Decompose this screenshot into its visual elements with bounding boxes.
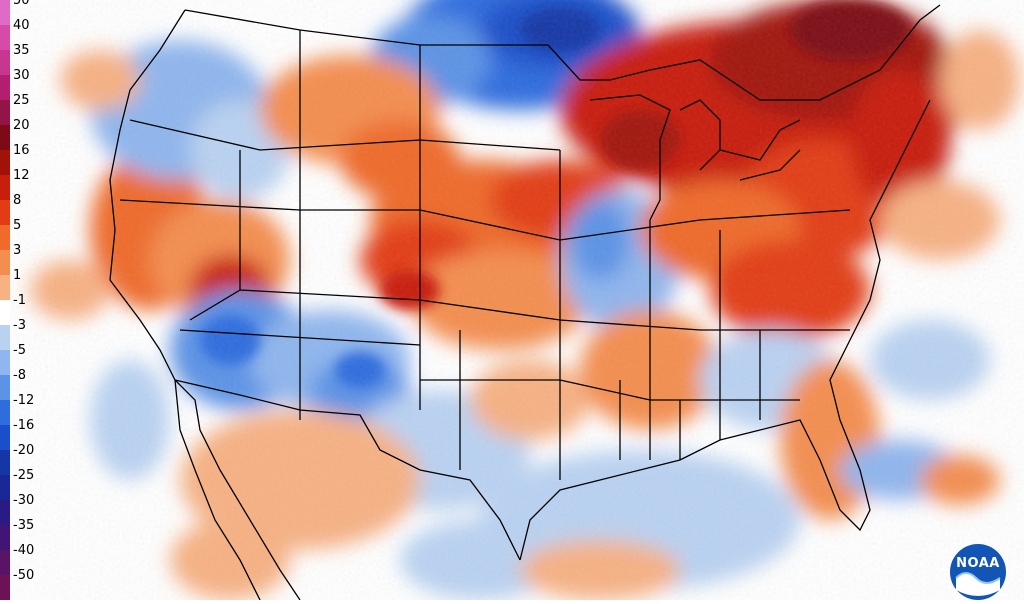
legend-label: 8 xyxy=(13,193,22,208)
legend-swatch xyxy=(0,275,10,300)
legend-label: 25 xyxy=(13,93,30,108)
legend-label: -40 xyxy=(13,543,35,558)
legend-swatch xyxy=(0,500,10,525)
great-lakes xyxy=(589,94,801,221)
legend-label: 40 xyxy=(13,18,30,33)
legend-swatch xyxy=(0,25,10,50)
legend-swatch xyxy=(0,0,10,25)
legend-label: -50 xyxy=(13,568,35,583)
legend-label: -25 xyxy=(13,468,35,483)
legend-label: -1 xyxy=(13,293,26,308)
legend-swatch xyxy=(0,150,10,175)
legend-swatch xyxy=(0,550,10,575)
noaa-logo-text: NOAA xyxy=(956,556,1000,571)
legend-label: 16 xyxy=(13,143,30,158)
legend-label: 1 xyxy=(13,268,22,283)
legend-swatch xyxy=(0,250,10,275)
legend-label: 35 xyxy=(13,43,30,58)
color-legend: 50 40 35 30 25 20 16 12 8 5 3 1 -1 -3 -5 -8 -12 -16 -20 -25… xyxy=(0,0,42,600)
legend-label: 5 xyxy=(13,218,22,233)
noaa-logo-icon xyxy=(950,544,1006,600)
legend-label: -16 xyxy=(13,418,35,433)
legend-swatch xyxy=(0,525,10,550)
legend-swatch xyxy=(0,575,10,600)
legend-swatch xyxy=(0,325,10,350)
legend-label: -35 xyxy=(13,518,35,533)
legend-swatch xyxy=(0,100,10,125)
legend-label: -12 xyxy=(13,393,35,408)
mexico-border xyxy=(174,379,521,561)
legend-swatch xyxy=(0,125,10,150)
legend-label: 3 xyxy=(13,243,22,258)
noaa-logo: NOAA xyxy=(942,538,1014,600)
legend-swatch xyxy=(0,450,10,475)
legend-swatch xyxy=(0,475,10,500)
legend-label: 12 xyxy=(13,168,30,183)
gulf-coast xyxy=(519,99,931,561)
legend-label: -5 xyxy=(13,343,26,358)
legend-label: 30 xyxy=(13,68,30,83)
boundaries xyxy=(109,4,941,601)
legend-swatch xyxy=(0,425,10,450)
legend-label: -20 xyxy=(13,443,35,458)
west-coast xyxy=(109,9,301,601)
legend-swatch xyxy=(0,350,10,375)
legend-swatch xyxy=(0,400,10,425)
legend-swatch xyxy=(0,375,10,400)
legend-swatch xyxy=(0,225,10,250)
legend-swatch xyxy=(0,175,10,200)
legend-label: -30 xyxy=(13,493,35,508)
legend-label: -8 xyxy=(13,368,26,383)
legend-swatch xyxy=(0,75,10,100)
legend-label: 20 xyxy=(13,118,30,133)
legend-label: -3 xyxy=(13,318,26,333)
legend-swatch xyxy=(0,200,10,225)
legend-label: 50 xyxy=(13,0,30,8)
legend-swatch xyxy=(0,50,10,75)
legend-swatch xyxy=(0,300,10,325)
